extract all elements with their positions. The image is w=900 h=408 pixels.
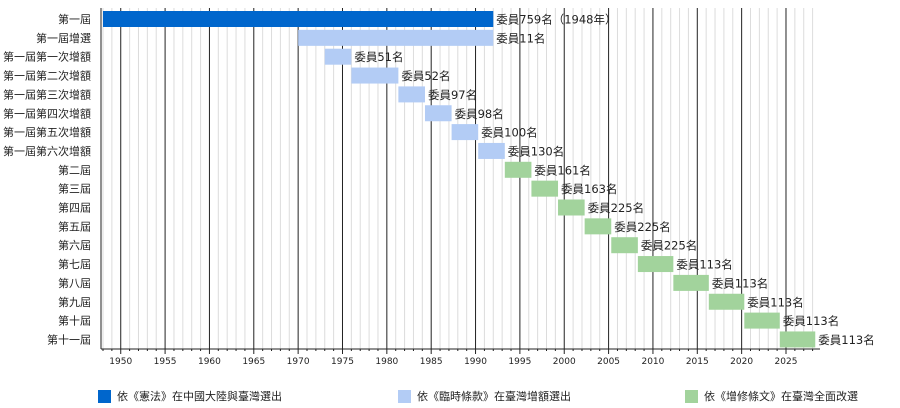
bar xyxy=(611,237,638,254)
bar xyxy=(478,142,505,159)
legend-swatch-mainland xyxy=(98,389,111,403)
category-label: 第一屆 xyxy=(58,12,91,26)
x-tick-label: 2000 xyxy=(553,357,576,367)
x-tick-label: 1955 xyxy=(154,357,177,367)
bar-label: 委員113名 xyxy=(818,333,874,347)
x-tick-label: 1970 xyxy=(287,357,310,367)
x-tick-label: 2015 xyxy=(686,357,709,367)
category-label: 第九屆 xyxy=(58,295,91,309)
bar xyxy=(298,29,494,46)
timeline-chart: 委員759名（1948年） 委員11名委員51名委員52名委員97名委員98名委員… xyxy=(3,8,875,367)
bar xyxy=(351,67,399,84)
category-label: 第一屆第一次增額 xyxy=(3,50,91,64)
x-tick-label: 1980 xyxy=(375,357,398,367)
bar xyxy=(708,293,745,310)
category-label: 第一屆第四次增額 xyxy=(3,106,91,120)
x-tick-label: 2025 xyxy=(775,357,798,367)
bar xyxy=(637,256,674,273)
bar xyxy=(531,180,559,197)
legend-label-mainland: 依《憲法》在中國大陸與臺灣選出 xyxy=(117,390,282,403)
category-label: 第一屆第二次增額 xyxy=(3,69,91,83)
bar-label: 委員163名 xyxy=(561,182,617,196)
x-tick-label: 2005 xyxy=(597,357,620,367)
legend-swatch-temporary xyxy=(398,389,411,403)
bar xyxy=(324,48,352,65)
legend-item-mainland: 依《憲法》在中國大陸與臺灣選出 xyxy=(98,388,282,404)
bar-labels: 委員759名（1948年） 委員11名委員51名委員52名委員97名委員98名委員… xyxy=(354,13,874,347)
category-label: 第十屆 xyxy=(58,314,91,328)
bar-label: 委員113名 xyxy=(747,295,803,309)
bar xyxy=(779,331,816,348)
bar xyxy=(744,312,780,329)
x-tick-label: 1950 xyxy=(109,357,132,367)
bar xyxy=(398,86,425,103)
bar xyxy=(451,124,479,141)
bar-label: 委員225名 xyxy=(588,201,644,215)
legend-label-temporary: 依《臨時條款》在臺灣增額選出 xyxy=(417,390,571,403)
bar-label: 委員52名 xyxy=(401,69,450,83)
bar-label: 委員51名 xyxy=(354,50,403,64)
x-axis xyxy=(100,8,820,354)
bar xyxy=(424,105,452,122)
bar-label: 委員100名 xyxy=(481,126,537,140)
category-label: 第五屆 xyxy=(58,219,91,233)
minor-gridlines xyxy=(102,8,814,349)
x-tick-label: 2020 xyxy=(730,357,753,367)
category-label: 第一屆增選 xyxy=(36,31,91,45)
category-label: 第八屆 xyxy=(58,276,91,290)
bar-label: 委員759名（1948年） xyxy=(496,13,616,27)
x-tick-label: 1995 xyxy=(508,357,531,367)
bar-label: 委員11名 xyxy=(496,31,545,45)
category-label: 第三屆 xyxy=(58,182,91,196)
category-labels: 第一屆第一屆增選第一屆第一次增額第一屆第二次增額第一屆第三次增額第一屆第四次增額… xyxy=(3,12,91,346)
category-label: 第四屆 xyxy=(58,201,91,215)
bar-label: 委員98名 xyxy=(455,107,504,121)
bar xyxy=(584,218,612,235)
category-label: 第十一屆 xyxy=(47,332,91,346)
bar-label: 委員161名 xyxy=(534,163,590,177)
bar-label: 委員113名 xyxy=(783,314,839,328)
x-tick-label: 1975 xyxy=(331,357,354,367)
x-tick-label: 1990 xyxy=(464,357,487,367)
bar-label: 委員97名 xyxy=(428,88,477,102)
category-label: 第六屆 xyxy=(58,238,91,252)
x-tick-labels: 1950 1955 1960 1965 1970 1975 1980 1985 1990 1995… xyxy=(109,357,797,367)
bar xyxy=(103,11,494,27)
category-label: 第一屆第六次增額 xyxy=(3,144,91,158)
bar xyxy=(504,161,532,178)
bars xyxy=(103,11,816,348)
category-label: 第二屆 xyxy=(58,163,91,177)
x-tick-label: 2010 xyxy=(641,357,664,367)
legend-item-amendment: 依《增修條文》在臺灣全面改選 xyxy=(685,388,858,404)
bar xyxy=(558,199,585,216)
bar-label: 委員225名 xyxy=(641,239,697,253)
x-tick-label: 1960 xyxy=(198,357,221,367)
bar xyxy=(673,274,709,291)
legend-item-temporary: 依《臨時條款》在臺灣增額選出 xyxy=(398,388,571,404)
category-label: 第一屆第三次增額 xyxy=(3,87,91,101)
x-tick-label: 1985 xyxy=(420,357,443,367)
major-gridlines xyxy=(120,8,787,349)
x-tick-label: 1965 xyxy=(242,357,265,367)
bar-label: 委員113名 xyxy=(676,258,732,272)
legend-label-amendment: 依《增修條文》在臺灣全面改選 xyxy=(704,390,858,403)
bar-label: 委員113名 xyxy=(712,276,768,290)
bar-label: 委員225名 xyxy=(614,220,670,234)
bar-label: 委員130名 xyxy=(508,144,564,158)
category-label: 第一屆第五次增額 xyxy=(3,125,91,139)
category-label: 第七屆 xyxy=(58,257,91,271)
legend-swatch-amendment xyxy=(685,389,698,403)
